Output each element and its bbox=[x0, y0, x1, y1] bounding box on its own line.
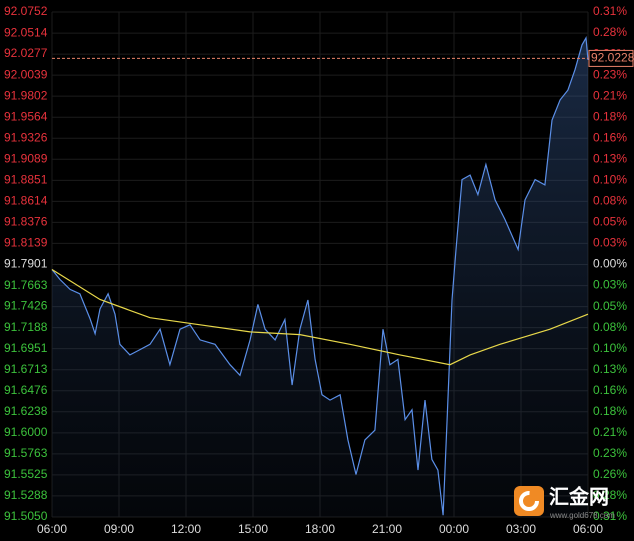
y-tick-label: 91.5525 bbox=[4, 467, 48, 481]
y2-tick-label: 0.28% bbox=[593, 25, 627, 39]
watermark-url: www.gold678.com bbox=[549, 511, 615, 520]
logo-mark bbox=[519, 491, 539, 511]
y-tick-label: 91.9802 bbox=[4, 88, 48, 102]
y2-tick-label: 0.05% bbox=[593, 299, 627, 313]
y2-tick-label: 0.18% bbox=[593, 109, 627, 123]
y2-tick-label: 0.13% bbox=[593, 151, 627, 165]
y2-tick-label: 0.08% bbox=[593, 320, 627, 334]
x-tick-label: 12:00 bbox=[171, 522, 201, 536]
y2-tick-label: 0.31% bbox=[593, 4, 627, 18]
y-tick-label: 91.8139 bbox=[4, 236, 48, 250]
y-tick-label: 91.6476 bbox=[4, 383, 48, 397]
y2-tick-label: 0.26% bbox=[593, 467, 627, 481]
y2-tick-label: 0.23% bbox=[593, 67, 627, 81]
current-price-box bbox=[588, 49, 634, 67]
y-tick-label: 91.7426 bbox=[4, 299, 48, 313]
y-tick-label: 92.0752 bbox=[4, 4, 48, 18]
watermark-title: 汇金网 bbox=[549, 484, 609, 508]
y2-tick-label: 0.08% bbox=[593, 194, 627, 208]
logo bbox=[514, 486, 544, 516]
y-tick-label: 91.8851 bbox=[4, 173, 48, 187]
y-tick-label: 91.7188 bbox=[4, 320, 48, 334]
y2-tick-label: 0.21% bbox=[593, 425, 627, 439]
y-tick-label: 91.9326 bbox=[4, 130, 48, 144]
y2-tick-label: 0.10% bbox=[593, 341, 627, 355]
y2-tick-label: 0.13% bbox=[593, 362, 627, 376]
y2-tick-label: 0.21% bbox=[593, 88, 627, 102]
y2-tick-label: 0.03% bbox=[593, 236, 627, 250]
y-tick-label: 91.8376 bbox=[4, 215, 48, 229]
watermark: 汇金网 www.gold678.com bbox=[514, 484, 615, 520]
y-tick-label: 92.0277 bbox=[4, 46, 48, 60]
y-tick-label: 91.6713 bbox=[4, 362, 48, 376]
x-tick-label: 09:00 bbox=[104, 522, 134, 536]
current-price-label: 92.0228 bbox=[591, 51, 634, 65]
y-tick-label: 91.9089 bbox=[4, 151, 48, 165]
y-tick-label: 92.0514 bbox=[4, 25, 48, 39]
x-tick-label: 03:00 bbox=[506, 522, 536, 536]
price-line bbox=[51, 35, 589, 516]
y-tick-label: 91.9564 bbox=[4, 109, 48, 123]
y2-tick-label: 0.31% bbox=[593, 509, 627, 523]
y-tick-label: 91.6000 bbox=[4, 425, 48, 439]
y2-tick-label: 0.10% bbox=[593, 173, 627, 187]
y-tick-label: 91.7663 bbox=[4, 278, 48, 292]
x-tick-label: 06:00 bbox=[37, 522, 67, 536]
y-tick-label: 91.8614 bbox=[4, 194, 48, 208]
y2-tick-label: 0.16% bbox=[593, 130, 627, 144]
y2-tick-label: 0.28% bbox=[593, 488, 627, 502]
y2-tick-label: 0.05% bbox=[593, 215, 627, 229]
average-line bbox=[51, 268, 589, 366]
plot: 92.0752 92.0514 92.0277 92.0039 91.9802 91.95… bbox=[4, 4, 634, 536]
x-tick-label: 18:00 bbox=[305, 522, 335, 536]
y2-tick-label: 0.00% bbox=[593, 257, 627, 271]
y2-tick-label: 0.23% bbox=[593, 446, 627, 460]
x-tick-label: 06:00 bbox=[573, 522, 603, 536]
y-tick-label: 91.5763 bbox=[4, 446, 48, 460]
y2-tick-label: 0.16% bbox=[593, 383, 627, 397]
y2-tick-label: 0.03% bbox=[593, 278, 627, 292]
y-tick-label: 92.0039 bbox=[4, 67, 48, 81]
x-tick-label: 15:00 bbox=[238, 522, 268, 536]
x-tick-label: 00:00 bbox=[439, 522, 469, 536]
y-tick-label: 91.6238 bbox=[4, 404, 48, 418]
y-tick-label: 91.7901 bbox=[4, 257, 48, 271]
y-tick-label: 91.5050 bbox=[4, 509, 48, 523]
y-tick-label: 91.5288 bbox=[4, 488, 48, 502]
y-tick-label: 91.6951 bbox=[4, 341, 48, 355]
x-tick-label: 21:00 bbox=[372, 522, 402, 536]
y2-tick-label: 0.18% bbox=[593, 404, 627, 418]
price-area bbox=[52, 37, 588, 518]
